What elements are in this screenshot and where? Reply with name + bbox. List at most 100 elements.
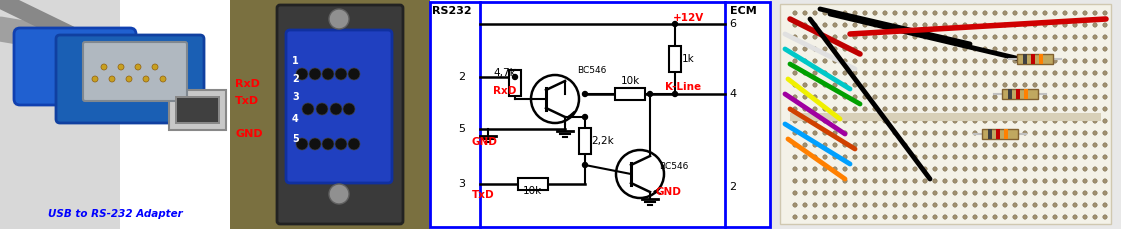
Circle shape xyxy=(1063,179,1067,183)
Circle shape xyxy=(843,179,847,183)
Circle shape xyxy=(1043,215,1047,219)
Circle shape xyxy=(1003,143,1007,147)
Circle shape xyxy=(923,119,927,123)
Circle shape xyxy=(993,155,998,159)
Circle shape xyxy=(1032,59,1037,63)
Circle shape xyxy=(943,131,947,135)
Bar xyxy=(175,96,220,124)
Circle shape xyxy=(1073,83,1077,87)
Circle shape xyxy=(1012,167,1017,171)
Text: 5: 5 xyxy=(291,134,299,144)
Circle shape xyxy=(863,119,868,123)
Circle shape xyxy=(863,107,868,111)
Circle shape xyxy=(892,191,897,195)
Circle shape xyxy=(1063,59,1067,63)
Circle shape xyxy=(1103,71,1108,75)
Circle shape xyxy=(673,22,677,27)
Bar xyxy=(1023,89,1028,99)
Circle shape xyxy=(1073,11,1077,15)
Circle shape xyxy=(823,71,827,75)
Circle shape xyxy=(1053,83,1057,87)
Circle shape xyxy=(963,83,967,87)
Circle shape xyxy=(1073,95,1077,99)
Circle shape xyxy=(1022,95,1027,99)
Circle shape xyxy=(1032,95,1037,99)
Circle shape xyxy=(963,47,967,51)
FancyBboxPatch shape xyxy=(83,42,187,101)
Circle shape xyxy=(823,59,827,63)
Circle shape xyxy=(963,131,967,135)
Circle shape xyxy=(923,167,927,171)
Circle shape xyxy=(873,83,878,87)
Circle shape xyxy=(943,215,947,219)
Circle shape xyxy=(953,23,957,27)
Circle shape xyxy=(1073,143,1077,147)
FancyBboxPatch shape xyxy=(13,28,136,105)
Circle shape xyxy=(902,107,907,111)
Circle shape xyxy=(843,155,847,159)
Bar xyxy=(509,70,521,96)
Circle shape xyxy=(983,131,988,135)
Circle shape xyxy=(833,203,837,207)
Circle shape xyxy=(1093,167,1097,171)
Circle shape xyxy=(1063,47,1067,51)
Circle shape xyxy=(853,107,858,111)
Circle shape xyxy=(1083,119,1087,123)
Circle shape xyxy=(933,83,937,87)
Circle shape xyxy=(912,47,917,51)
Circle shape xyxy=(843,131,847,135)
Circle shape xyxy=(843,11,847,15)
Circle shape xyxy=(1003,131,1007,135)
Circle shape xyxy=(109,76,115,82)
Circle shape xyxy=(983,107,988,111)
Circle shape xyxy=(1003,83,1007,87)
Circle shape xyxy=(793,143,797,147)
Circle shape xyxy=(813,35,817,39)
Circle shape xyxy=(923,95,927,99)
Circle shape xyxy=(833,95,837,99)
Bar xyxy=(430,2,770,227)
Circle shape xyxy=(963,167,967,171)
Circle shape xyxy=(902,167,907,171)
Circle shape xyxy=(1063,215,1067,219)
Circle shape xyxy=(912,83,917,87)
Circle shape xyxy=(1083,107,1087,111)
Circle shape xyxy=(1003,167,1007,171)
Circle shape xyxy=(1012,59,1017,63)
Circle shape xyxy=(1053,143,1057,147)
Circle shape xyxy=(1053,203,1057,207)
Circle shape xyxy=(1032,155,1037,159)
Circle shape xyxy=(923,35,927,39)
Bar xyxy=(615,88,645,100)
Circle shape xyxy=(912,191,917,195)
Circle shape xyxy=(843,215,847,219)
Circle shape xyxy=(933,107,937,111)
Circle shape xyxy=(803,203,807,207)
Circle shape xyxy=(793,35,797,39)
Circle shape xyxy=(863,35,868,39)
Circle shape xyxy=(853,59,858,63)
Circle shape xyxy=(902,215,907,219)
Circle shape xyxy=(883,215,887,219)
Circle shape xyxy=(993,131,998,135)
Circle shape xyxy=(1103,47,1108,51)
Circle shape xyxy=(1003,179,1007,183)
Circle shape xyxy=(1083,23,1087,27)
Circle shape xyxy=(1012,95,1017,99)
Circle shape xyxy=(1073,119,1077,123)
Circle shape xyxy=(1093,11,1097,15)
Circle shape xyxy=(973,11,978,15)
Circle shape xyxy=(1043,179,1047,183)
Circle shape xyxy=(892,131,897,135)
Circle shape xyxy=(1103,131,1108,135)
Text: TxD: TxD xyxy=(235,96,259,106)
Circle shape xyxy=(923,11,927,15)
Circle shape xyxy=(813,47,817,51)
Circle shape xyxy=(953,11,957,15)
Circle shape xyxy=(793,179,797,183)
Bar xyxy=(1023,54,1027,64)
Circle shape xyxy=(933,119,937,123)
Circle shape xyxy=(1053,23,1057,27)
Circle shape xyxy=(943,107,947,111)
Circle shape xyxy=(912,11,917,15)
